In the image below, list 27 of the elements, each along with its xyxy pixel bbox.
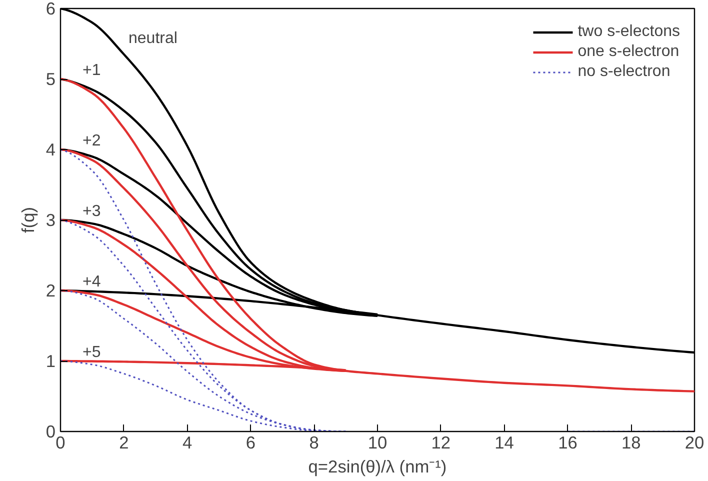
y-tick-label: 3	[46, 210, 56, 230]
x-tick-label: 10	[368, 432, 388, 452]
annotation: +1	[82, 62, 101, 79]
y-axis-title: f(q)	[18, 206, 38, 233]
x-tick-label: 8	[309, 432, 319, 452]
annotation: +3	[82, 203, 101, 220]
x-axis-title: q=2sin(θ)/λ (nm⁻¹)	[308, 456, 447, 476]
y-tick-label: 6	[46, 0, 56, 18]
x-tick-label: 4	[182, 432, 192, 452]
annotation: +2	[82, 132, 101, 150]
x-tick-label: 6	[246, 432, 256, 452]
x-tick-label: 14	[494, 432, 514, 452]
y-tick-label: 4	[46, 140, 56, 160]
x-tick-label: 16	[558, 432, 578, 452]
annotation: neutral	[128, 30, 178, 47]
legend-label: two s-electons	[578, 23, 680, 41]
legend-label: no s-electron	[578, 63, 670, 81]
annotation: +5	[82, 344, 101, 361]
legend-label: one s-electron	[578, 43, 680, 61]
x-tick-label: 20	[684, 432, 704, 452]
y-tick-label: 1	[46, 351, 56, 371]
x-tick-label: 2	[119, 432, 129, 452]
x-tick-label: 12	[431, 432, 451, 452]
x-tick-label: 18	[621, 432, 641, 452]
y-tick-label: 5	[46, 69, 56, 89]
y-tick-label: 2	[46, 280, 56, 300]
annotation: +4	[82, 274, 101, 290]
